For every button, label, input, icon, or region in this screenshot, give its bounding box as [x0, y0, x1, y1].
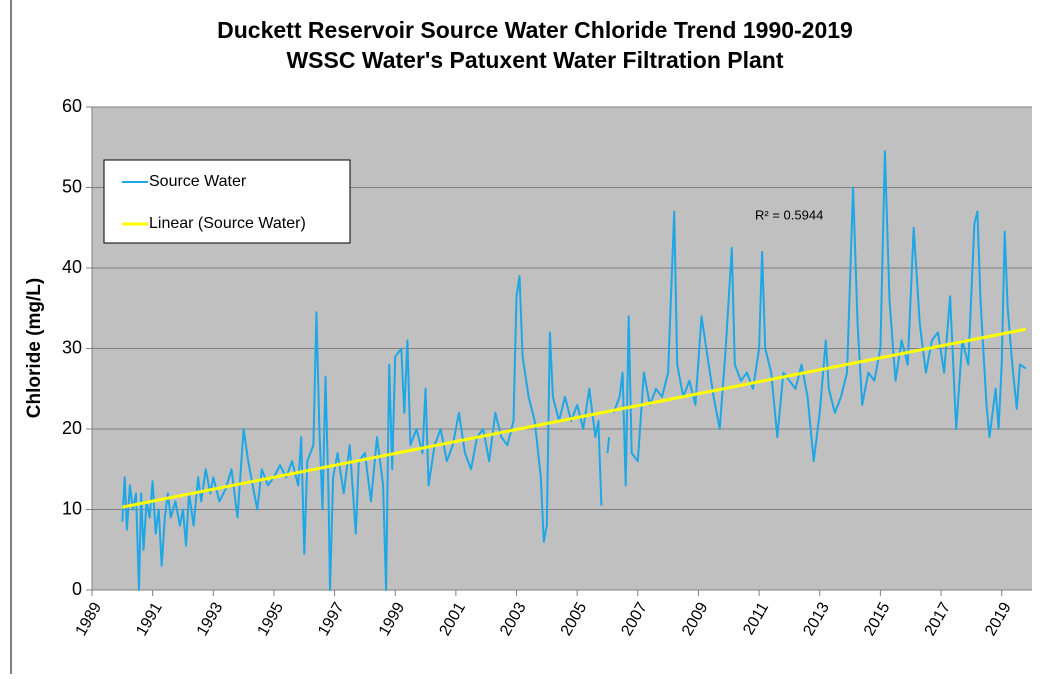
x-tick-label: 1993: [194, 600, 227, 639]
legend: [103, 159, 351, 244]
y-tick-label: 40: [62, 257, 82, 277]
x-tick-label: 2015: [861, 600, 894, 639]
series-line: [612, 150, 1027, 487]
x-tick-label: 1999: [376, 600, 409, 639]
x-tick-label: 2003: [497, 600, 530, 639]
y-tick-label: 60: [62, 96, 82, 116]
y-tick-label: 0: [72, 579, 82, 599]
x-tick-label: 2011: [740, 600, 772, 638]
x-tick-label: 2001: [436, 600, 469, 639]
y-tick-label: 50: [62, 176, 82, 196]
x-tick-label: 2017: [922, 600, 955, 639]
chart-title: Duckett Reservoir Source Water Chloride …: [217, 17, 853, 43]
x-tick-label: 1991: [133, 600, 166, 639]
series-line: [122, 327, 1027, 509]
x-tick-label: 2019: [982, 600, 1015, 639]
y-tick-label: 20: [62, 418, 82, 438]
legend-label: Source Water: [149, 173, 247, 190]
annotation: R² = 0.5944: [755, 207, 823, 222]
x-tick-label: 1995: [255, 600, 288, 639]
y-tick-label: 30: [62, 337, 82, 357]
legend-label: Linear (Source Water): [149, 215, 306, 232]
series-line: [606, 437, 610, 454]
x-tick-label: 2009: [679, 600, 712, 639]
chart-subtitle: WSSC Water's Patuxent Water Filtration P…: [286, 47, 783, 73]
x-tick-label: 1989: [73, 600, 106, 639]
x-tick-label: 2007: [618, 600, 651, 639]
x-tick-label: 2013: [800, 600, 833, 639]
y-axis-label: Chloride (mg/L): [24, 278, 45, 418]
x-tick-label: 2005: [558, 600, 591, 639]
x-tick-label: 1997: [315, 600, 348, 639]
y-tick-label: 10: [62, 498, 82, 518]
series-line: [121, 275, 603, 591]
